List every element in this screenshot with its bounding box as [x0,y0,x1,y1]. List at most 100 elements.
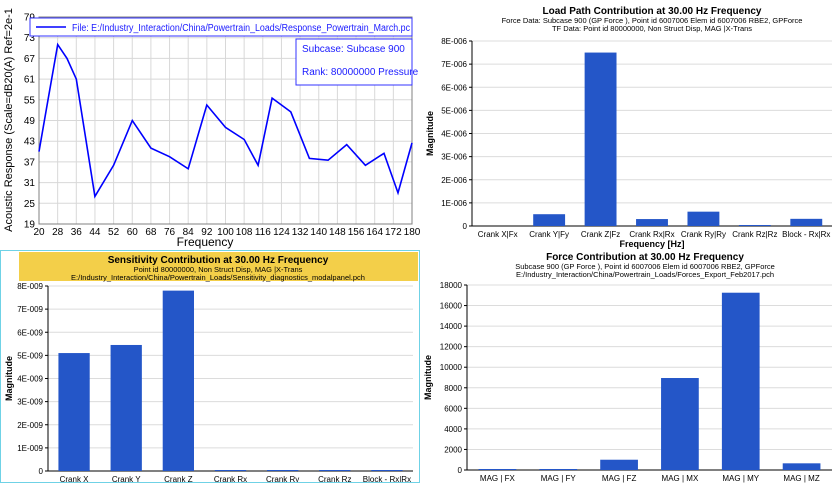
y-tick-label: 3E-009 [17,398,43,407]
y-tick-label: 7E-009 [17,305,43,314]
bar [110,344,142,471]
bar [738,225,771,226]
y-tick-label: 61 [24,75,36,86]
bar [539,469,578,470]
chart-title: Sensitivity Contribution at 30.00 Hz Fre… [108,255,329,266]
bar [636,219,668,226]
bar [214,470,247,471]
x-tick-label: 92 [201,227,213,238]
x-tick-label: 28 [52,227,64,238]
x-axis-label: Frequency [177,235,234,249]
x-category-label: Crank Z [164,475,193,483]
bar [782,463,821,470]
x-category-label: Crank Rx|Rx [629,230,674,239]
y-tick-label: 19 [24,220,36,231]
x-axis-label: Frequency [Hz] [619,239,684,249]
y-tick-label: 2E-009 [17,421,43,430]
x-category-label: Crank Ry [266,475,299,483]
legend-label: File: E:/Industry_Interaction/China/Powe… [72,23,410,34]
x-tick-label: 76 [164,227,176,238]
response-line-chart-panel[interactable]: 19 25 31 37 43 49 55 61 67 73 79 20 28 36 44 52 60 68 76 84… [0,0,420,250]
x-tick-label: 148 [329,227,346,238]
bar [721,292,760,470]
x-tick-label: 132 [292,227,309,238]
x-category-label: Crank Y|Fy [529,230,569,239]
y-tick-label: 8000 [444,384,462,393]
y-tick-label: 67 [24,54,36,65]
chart-subtitle-1: Subcase 900 (GP Force ), Point id 600700… [515,262,775,271]
y-tick-label: 3E-006 [441,153,467,162]
x-category-label: Crank Ry|Ry [681,230,726,239]
x-category-label: Crank Rz [318,475,351,483]
x-tick-label: 164 [366,227,383,238]
x-tick-label: 68 [145,227,157,238]
bar [533,214,566,226]
y-tick-label: 5E-006 [441,106,467,115]
load-path-chart-panel[interactable]: Load Path Contribution at 30.00 Hz Frequ… [420,0,839,250]
x-tick-label: 100 [217,227,234,238]
y-tick-label: 7E-006 [441,60,467,69]
x-category-label: MAG | MX [662,474,699,483]
force-chart-panel[interactable]: Force Contribution at 30.00 Hz Frequency… [420,250,839,483]
chart-title: Force Contribution at 30.00 Hz Frequency [546,252,744,263]
response-series-line [38,42,413,199]
y-tick-label: 8E-009 [17,282,43,291]
bar [58,353,90,471]
sensitivity-chart-panel[interactable]: Sensitivity Contribution at 30.00 Hz Fre… [0,250,420,483]
bar [661,378,699,470]
bar [371,470,403,471]
y-tick-label: 73 [24,33,36,44]
y-tick-label: 6E-009 [17,328,43,337]
x-tick-label: 124 [273,227,290,238]
y-tick-label: 10000 [440,363,463,372]
bar [687,211,720,226]
x-tick-label: 44 [89,227,101,238]
force-bar-chart[interactable]: Force Contribution at 30.00 Hz Frequency… [420,250,839,483]
y-tick-label: 6E-006 [441,83,467,92]
bar [478,469,517,470]
y-axis-label: Magnitude [423,355,433,400]
y-tick-label: 4000 [444,425,462,434]
y-tick-label: 25 [24,199,36,210]
annotation-subcase: Subcase: Subcase 900 [302,44,405,55]
y-tick-label: 2000 [444,445,462,454]
y-tick-label: 37 [24,157,36,168]
y-tick-label: 14000 [440,322,463,331]
x-category-label: MAG | FX [480,474,516,483]
x-tick-label: 60 [127,227,139,238]
x-tick-label: 156 [348,227,365,238]
bar [162,290,194,471]
x-tick-label: 84 [183,227,195,238]
bar [319,470,351,471]
chart-subtitle-2: E:/Industry_Interaction/China/Powertrain… [71,273,365,282]
x-category-label: Crank Rx [214,475,247,483]
bar [267,470,299,471]
y-tick-label: 4E-006 [441,130,467,139]
x-tick-label: 20 [33,227,45,238]
annotation-rank: Rank: 80000000 Pressure [302,67,419,78]
y-tick-label: 49 [24,116,36,127]
x-category-label: Crank X [60,475,90,483]
y-tick-label: 1E-006 [441,199,467,208]
y-tick-label: 5E-009 [17,351,43,360]
x-category-label: Crank Rz|Rz [732,230,777,239]
y-tick-label: 43 [24,137,36,148]
x-category-label: MAG | FY [541,474,577,483]
bar [584,52,617,226]
x-tick-label: 116 [255,227,271,238]
y-tick-label: 18000 [440,281,463,290]
y-tick-label: 16000 [440,302,463,311]
y-tick-label: 31 [24,178,36,189]
y-tick-label: 0 [458,466,463,475]
x-tick-label: 180 [404,227,420,238]
load-path-bar-chart[interactable]: Load Path Contribution at 30.00 Hz Frequ… [420,0,839,250]
bar [600,459,638,470]
sensitivity-bar-chart[interactable]: Sensitivity Contribution at 30.00 Hz Fre… [1,251,420,483]
x-category-label: Crank Z|Fz [581,230,620,239]
y-tick-label: 0 [463,222,468,231]
chart-subtitle-1: Force Data: Subcase 900 (GP Force ), Poi… [502,16,803,25]
x-tick-label: 108 [236,227,253,238]
x-category-label: Crank Y [112,475,141,483]
x-category-label: MAG | MZ [783,474,819,483]
